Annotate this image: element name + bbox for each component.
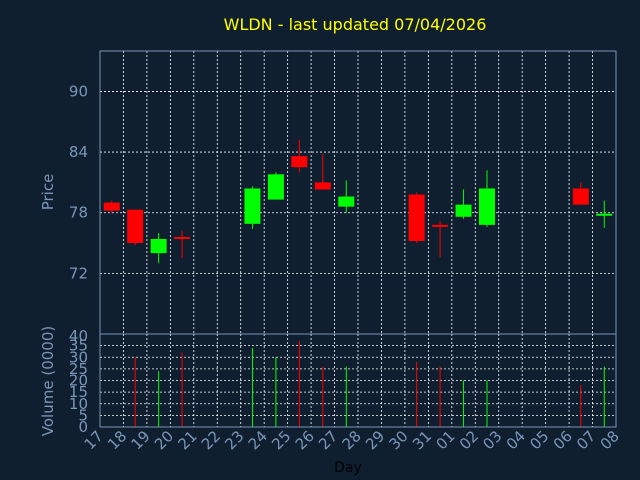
volume-gridlines [100,334,616,427]
volume-tick-label: 5 [78,406,88,424]
volume-tick-label: 20 [69,372,88,390]
x-tick-label: 25 [268,427,294,453]
x-tick-label: 24 [245,427,271,453]
candle-body [127,209,144,244]
candle-body [338,196,355,207]
volume-top-tick-label: 40 [69,327,88,345]
volume-tick-label: 0 [78,418,88,436]
x-tick-label: 31 [409,427,435,453]
candle-body [432,224,449,227]
volume-tick-label: 15 [69,383,88,401]
x-tick-label: 20 [151,427,177,453]
volume-axis-label: Volume (0000) [39,326,57,436]
chart-title: WLDN - last updated 07/04/2026 [224,15,487,34]
price-gridlines [100,51,616,334]
volume-tick-label: 35 [69,337,88,355]
candle-body [267,174,284,200]
x-tick-label: 22 [198,427,224,453]
x-tick-label: 28 [339,427,365,453]
x-tick-label: 03 [479,427,505,453]
price-ytick-labels: 72 78 84 90 [69,82,88,282]
x-tick-label: 04 [503,427,529,453]
price-tick-label: 78 [69,204,88,222]
candle-body [314,182,331,190]
volume-tick-label: 10 [69,395,88,413]
price-candles [103,139,613,264]
x-tick-label: 06 [550,427,576,453]
x-tick-label: 08 [597,427,623,453]
x-tick-label: 21 [174,427,200,453]
candle-body [408,194,425,242]
candle-body [150,238,167,254]
x-tick-label: 30 [386,427,412,453]
candle-body [291,156,308,168]
price-tick-label: 72 [69,264,88,282]
candle-body [596,213,613,216]
volume-panel-frame [99,333,617,428]
x-tick-label: 02 [456,427,482,453]
x-tick-label: 29 [362,427,388,453]
x-tick-label: 19 [128,427,154,453]
price-tick-label: 90 [69,82,88,100]
price-axis-label: Price [39,174,57,211]
x-tick-label: 18 [104,427,130,453]
x-tick-label: 23 [221,427,247,453]
candle-body [103,202,120,211]
candle-body [572,188,589,205]
candle-body [455,204,472,217]
x-tick-labels: 1718192021222324252627282930310102030405… [81,427,623,453]
candle-body [479,188,495,225]
x-tick-label: 07 [573,427,599,453]
price-panel: 72 78 84 90 Price [39,50,617,335]
x-tick-label: 01 [432,427,458,453]
x-tick-label: 05 [526,427,552,453]
price-tick-label: 84 [69,143,88,161]
x-axis-label: Day [334,460,362,476]
candle-body [244,188,261,224]
volume-bars [134,340,605,427]
volume-tick-label: 25 [69,360,88,378]
volume-tick-label: 30 [69,348,88,366]
candle-body [174,236,191,239]
x-tick-label: 27 [315,427,341,453]
x-tick-label: 26 [292,427,318,453]
